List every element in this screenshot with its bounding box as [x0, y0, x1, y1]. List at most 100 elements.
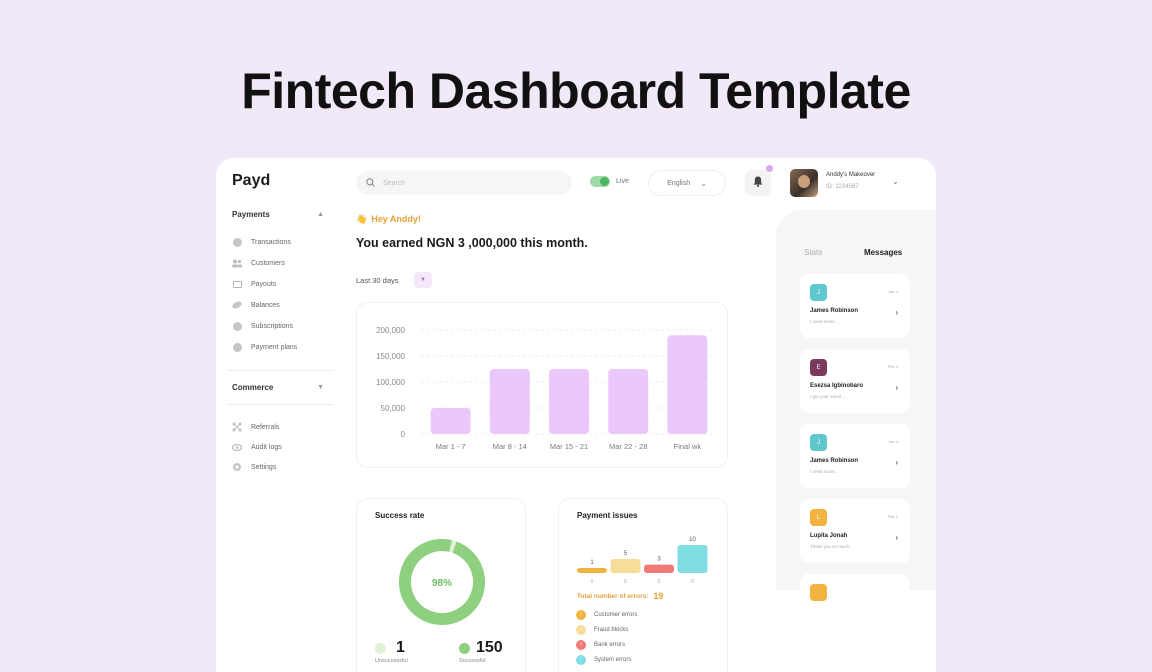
tab-messages[interactable]: Messages	[864, 248, 903, 257]
chevron-down-icon: ▼	[317, 384, 324, 391]
unsuccessful-label: Unsuccessful	[375, 658, 408, 664]
total-errors-value: 19	[653, 591, 664, 601]
y-tick-label: 50,000	[381, 404, 406, 413]
earnings-heading: You earned NGN 3 ,000,000 this month.	[356, 236, 588, 250]
message-item[interactable]: L Feb 1 Lupita Jonah Thank you so much… …	[800, 499, 910, 563]
language-value: English	[667, 179, 691, 187]
issue-bar	[577, 568, 607, 573]
unsuccessful-swatch	[375, 642, 386, 654]
sidebar-item-label: Audit logs	[251, 443, 282, 451]
sidebar-item-transactions[interactable]: Transactions	[232, 237, 291, 247]
search-input[interactable]: Search	[356, 171, 572, 195]
message-item[interactable]	[800, 574, 910, 601]
sidebar-item-audit-logs[interactable]: Audit logs	[232, 442, 282, 452]
sidebar-item-label: Customers	[251, 259, 285, 267]
success-rate-donut: 98%	[399, 538, 485, 625]
payment-plans-icon	[232, 342, 242, 352]
message-preview: I need some…	[810, 319, 840, 324]
x-tick-label: Mar 1 - 7	[436, 442, 466, 451]
payments-section-label: Payments	[232, 210, 270, 219]
customers-icon	[232, 258, 242, 268]
earnings-chart-card: 200,000 150,000 100,000 50,000 0 Mar 1 - 7 Mar…	[356, 302, 728, 468]
chevron-down-icon: ⌄	[700, 178, 707, 188]
live-toggle[interactable]: Live	[590, 176, 629, 187]
issue-value-label: 10	[689, 537, 696, 543]
tab-stats[interactable]: Stats	[804, 248, 823, 257]
donut-arc	[399, 538, 485, 625]
payments-section-header[interactable]: Payments ▲	[232, 210, 324, 219]
sidebar-item-label: Payment plans	[251, 343, 298, 351]
x-tick-label: Mar 22 - 28	[609, 442, 647, 451]
legend-label: System errors	[594, 657, 632, 663]
chevron-right-icon: ›	[895, 383, 898, 392]
issue-x-tick: 0	[591, 579, 594, 585]
warning-icon: !	[576, 625, 586, 635]
message-avatar: J	[810, 284, 827, 301]
language-select[interactable]: English ⌄	[648, 170, 726, 196]
chevron-right-icon: ›	[895, 308, 898, 317]
total-errors-label: Total number of errors:	[577, 592, 649, 600]
live-label: Live	[616, 178, 629, 185]
issue-value-label: 1	[590, 560, 594, 566]
payouts-icon	[232, 279, 242, 289]
legend-label: Bank errors	[594, 642, 626, 648]
settings-icon	[232, 462, 242, 472]
sidebar: Payd Payments ▲ Transactions Customers P…	[216, 158, 338, 672]
sidebar-item-customers[interactable]: Customers	[232, 258, 285, 268]
sidebar-item-settings[interactable]: Settings	[232, 462, 276, 472]
message-preview: I got your email…	[810, 394, 846, 399]
payment-issues-title: Payment issues	[577, 511, 638, 520]
message-preview: I need some…	[810, 469, 840, 474]
period-dropdown-button[interactable]: ▼	[414, 272, 432, 288]
y-tick-label: 200,000	[376, 326, 405, 335]
bar	[549, 369, 589, 434]
warning-icon: !	[576, 610, 586, 620]
issue-bar	[677, 545, 708, 573]
search-icon	[366, 177, 375, 189]
bell-icon	[753, 174, 763, 192]
message-avatar: J	[810, 434, 827, 451]
notification-button[interactable]	[745, 170, 771, 196]
issue-x-tick: 0	[658, 579, 661, 585]
bar	[667, 335, 708, 434]
sidebar-item-subscriptions[interactable]: Subscriptions	[232, 321, 293, 331]
referrals-icon	[232, 422, 242, 432]
avatar[interactable]	[790, 169, 818, 197]
messages-panel: Stats Messages J Jan 4 James Robinson I …	[776, 210, 936, 601]
sidebar-item-label: Payouts	[251, 280, 277, 288]
sidebar-item-payouts[interactable]: Payouts	[232, 279, 276, 289]
issue-x-tick: 0	[691, 579, 694, 585]
message-item[interactable]: J Jan 4 James Robinson I need some… ›	[800, 274, 910, 338]
sidebar-item-balances[interactable]: Balances	[232, 300, 280, 310]
unsuccessful-stat: 1	[375, 639, 405, 657]
sidebar-item-referrals[interactable]: Referrals	[232, 422, 279, 432]
chevron-down-icon[interactable]: ⌄	[892, 177, 899, 186]
commerce-section-header[interactable]: Commerce ▼	[232, 383, 324, 392]
legend-system-errors: ! System errors	[576, 655, 631, 665]
message-time: Feb 3	[887, 364, 898, 369]
y-tick-label: 150,000	[376, 352, 405, 361]
sidebar-item-label: Balances	[251, 301, 280, 309]
hero-title: Fintech Dashboard Template	[241, 63, 911, 119]
sidebar-item-label: Subscriptions	[251, 322, 294, 330]
earnings-bar-chart: 200,000 150,000 100,000 50,000 0 Mar 1 - 7 Mar…	[376, 326, 717, 451]
wave-icon: 👋	[356, 214, 368, 224]
legend-customer-errors: ! Customer errors	[576, 610, 637, 620]
sidebar-item-payment-plans[interactable]: Payment plans	[232, 342, 297, 352]
payment-issues-card: Payment issues 1 0 5 0 3 0 10 0 Total number of…	[558, 498, 728, 672]
period-label: Last 30 days	[356, 276, 399, 285]
successful-value: 150	[476, 639, 503, 656]
toggle-switch[interactable]	[590, 176, 610, 187]
success-rate-title: Success rate	[375, 511, 425, 520]
legend-label: Fraud blocks	[594, 627, 629, 633]
success-rate-card: Success rate 98% 1 Unsuccessful 150 Succ…	[356, 498, 526, 672]
message-item[interactable]: E Feb 3 Esezsa Igbinobaro I got your ema…	[800, 349, 910, 413]
transactions-icon	[232, 237, 242, 247]
sidebar-item-label: Transactions	[251, 238, 291, 246]
message-sender: Lupita Jonah	[810, 533, 848, 539]
message-item[interactable]: J Jan 4 James Robinson I need some… ›	[800, 424, 910, 488]
caret-down-icon: ▼	[420, 277, 426, 283]
app-logo: Payd	[232, 172, 271, 189]
chevron-right-icon: ›	[895, 533, 898, 542]
message-avatar: E	[810, 359, 827, 376]
